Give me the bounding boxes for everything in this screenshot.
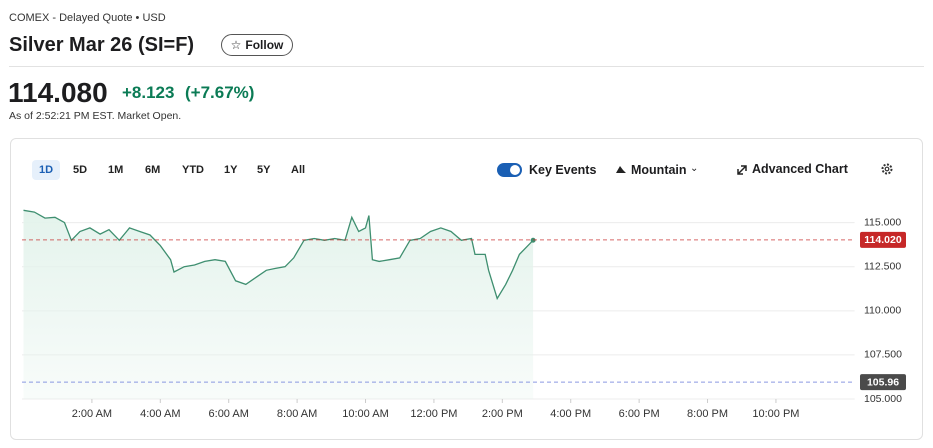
range-button[interactable]: All: [291, 164, 306, 176]
range-button[interactable]: 6M: [145, 164, 161, 176]
price-line: [23, 209, 534, 301]
x-tick-label: 6:00 AM: [209, 408, 249, 420]
settings-button[interactable]: [880, 162, 894, 176]
reference-label: 105.96: [867, 376, 899, 388]
range-button[interactable]: 5D: [73, 164, 88, 176]
x-tick-label: 2:00 AM: [72, 408, 112, 420]
divider: [9, 66, 924, 67]
reference-label-box: [860, 374, 906, 391]
x-tick-label: 10:00 AM: [342, 408, 388, 420]
range-button[interactable]: 5Y: [257, 164, 271, 176]
price-change-percent: (+7.67%): [185, 83, 255, 102]
reference-label-box: [860, 231, 906, 248]
x-tick-label: 4:00 AM: [140, 408, 180, 420]
range-button[interactable]: YTD: [182, 164, 204, 176]
key-events-label: Key Events: [529, 163, 597, 177]
mountain-icon: [616, 166, 626, 173]
chart-card: [10, 138, 923, 440]
y-tick-label: 110.000: [864, 305, 901, 317]
price-change: +8.123: [122, 83, 175, 102]
star-icon: ☆: [230, 38, 242, 52]
key-events-toggle[interactable]: [497, 163, 522, 177]
timestamp: As of 2:52:21 PM EST. Market Open.: [9, 110, 182, 122]
x-tick-label: 4:00 PM: [550, 408, 591, 420]
x-tick-label: 12:00 PM: [410, 408, 457, 420]
x-tick-label: 10:00 PM: [752, 408, 799, 420]
chart-style-button[interactable]: Mountain: [631, 163, 687, 177]
instrument-title: Silver Mar 26 (SI=F): [9, 34, 195, 56]
follow-button[interactable]: ☆ Follow: [221, 34, 293, 56]
y-tick-label: 112.500: [864, 261, 901, 273]
x-tick-label: 8:00 AM: [277, 408, 317, 420]
advanced-chart-button[interactable]: Advanced Chart: [752, 162, 848, 176]
chart-style-caret: ⌄: [690, 163, 699, 174]
range-button[interactable]: 1Y: [224, 164, 238, 176]
price-area: [23, 210, 534, 399]
reference-label: 114.020: [864, 234, 902, 246]
advanced-chart-icon: [737, 165, 747, 175]
exchange-label: COMEX - Delayed Quote • USD: [9, 12, 166, 24]
x-tick-label: 2:00 PM: [482, 408, 523, 420]
follow-label: Follow: [245, 38, 284, 52]
x-tick-label: 6:00 PM: [619, 408, 660, 420]
x-tick-label: 8:00 PM: [687, 408, 728, 420]
price: 114.080: [8, 77, 108, 108]
range-button[interactable]: 1D: [32, 160, 61, 180]
y-tick-label: 105.000: [864, 393, 902, 405]
y-tick-label: 115.000: [864, 216, 901, 228]
y-tick-label: 107.500: [864, 349, 902, 361]
range-button[interactable]: 1M: [108, 164, 124, 176]
